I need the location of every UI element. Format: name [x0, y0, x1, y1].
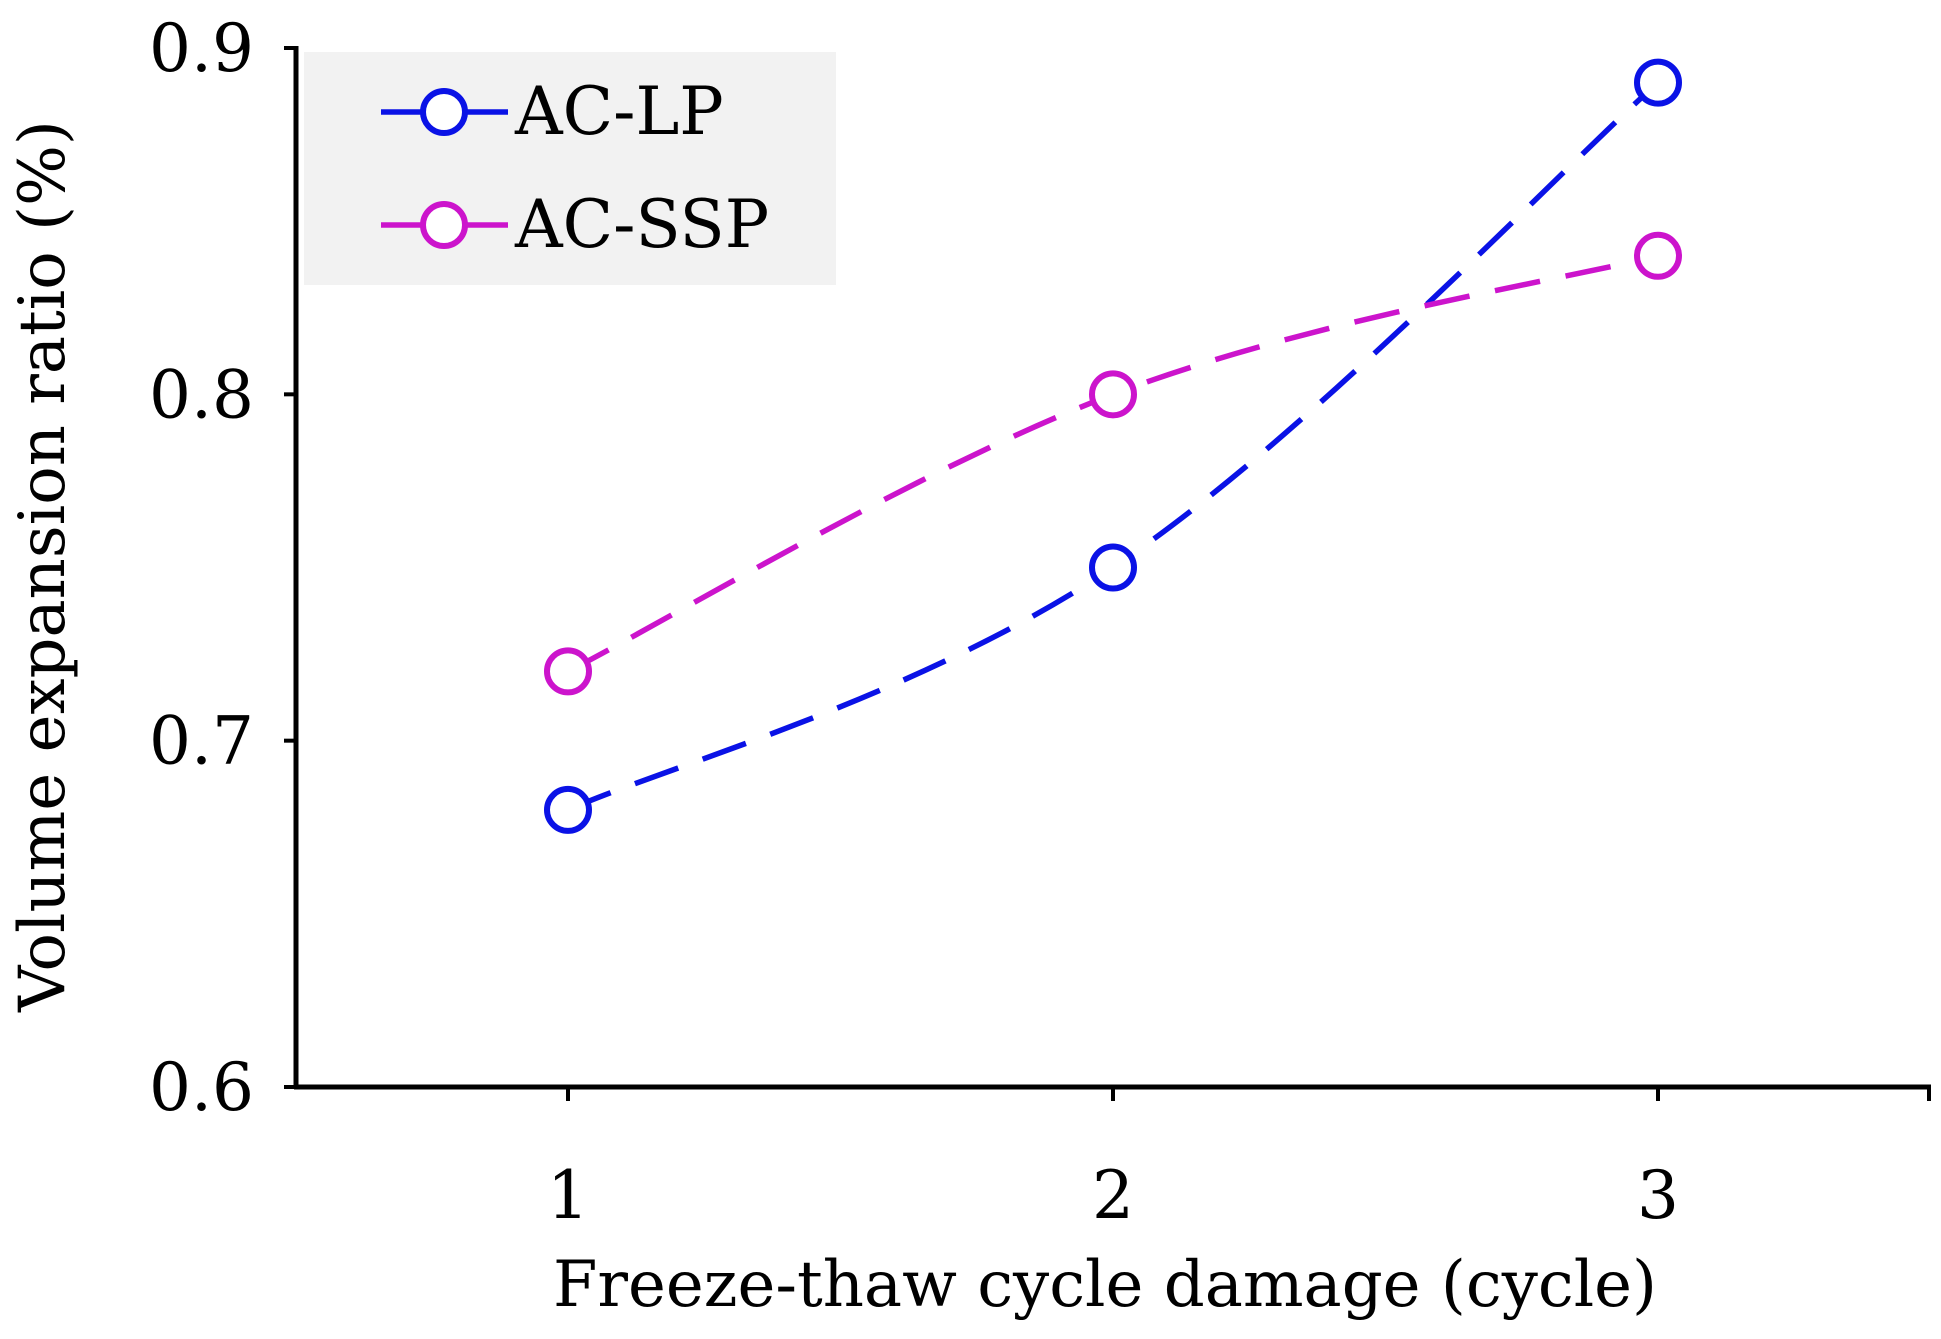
y-axis-label: Volume expansion ratio (%) [6, 120, 80, 1013]
legend-label-ac-ssp: AC-SSP [514, 186, 769, 263]
series-line-ac-ssp [566, 253, 1659, 674]
data-point-ac-ssp [1634, 231, 1682, 280]
x-tick-label: 1 [547, 1157, 589, 1234]
data-point-ac-ssp [1089, 370, 1137, 419]
y-tick-label: 0.9 [149, 10, 254, 87]
legend-marker-ac-lp [420, 88, 468, 136]
legend-marker-ac-ssp [420, 201, 468, 249]
data-point-ac-ssp [544, 647, 592, 696]
data-point-ac-lp [1089, 543, 1137, 592]
legend: AC-LP AC-SSP [381, 73, 769, 263]
y-tick-label: 0.6 [149, 1049, 254, 1126]
series-group [544, 58, 1682, 834]
data-point-ac-lp [544, 785, 592, 834]
data-point-ac-lp [1634, 58, 1682, 107]
y-tick-label: 0.8 [149, 356, 254, 433]
legend-box [304, 52, 836, 285]
y-ticks: 0.6 0.7 0.8 0.9 [149, 10, 298, 1126]
x-tick-label: 2 [1092, 1157, 1134, 1234]
legend-label-ac-lp: AC-LP [514, 73, 724, 150]
x-tick-label: 3 [1637, 1157, 1679, 1234]
x-axis-label: Freeze-thaw cycle damage (cycle) [553, 1248, 1657, 1322]
x-ticks: 1 2 3 [547, 1087, 1931, 1234]
y-tick-label: 0.7 [149, 703, 254, 780]
